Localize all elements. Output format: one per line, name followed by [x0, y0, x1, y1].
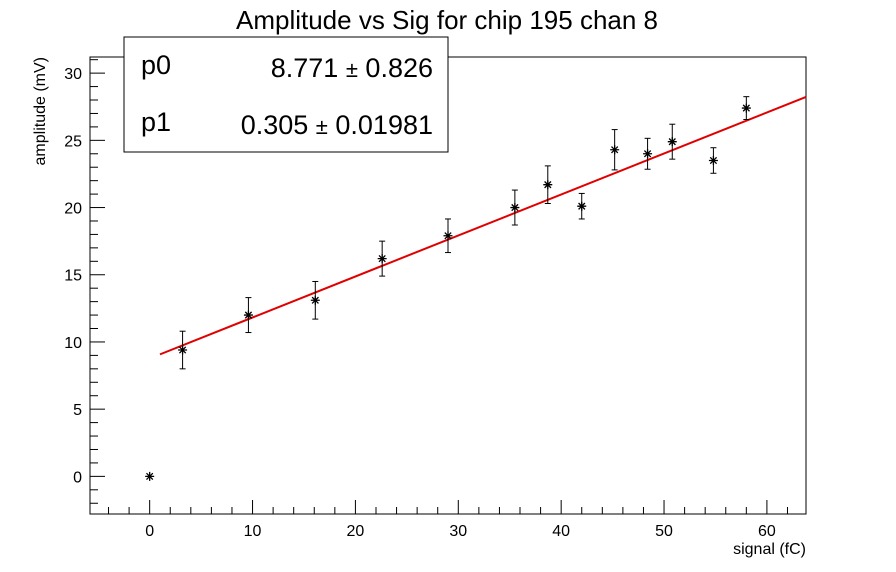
- data-point: [667, 123, 677, 160]
- x-axis-title: signal (fC): [733, 541, 806, 558]
- data-point: [543, 165, 553, 205]
- y-tick-label: 0: [73, 469, 82, 486]
- asterisk-marker: [708, 155, 718, 165]
- asterisk-marker: [243, 310, 253, 320]
- x-tick-label: 60: [758, 523, 776, 540]
- x-tick-label: 20: [347, 523, 365, 540]
- data-points: [145, 96, 751, 481]
- y-tick-label: 10: [64, 335, 82, 352]
- asterisk-marker: [377, 254, 387, 264]
- stat-p0-value: 8.771 ± 0.826: [271, 53, 433, 83]
- stat-p0-name: p0: [141, 50, 171, 80]
- asterisk-marker: [310, 295, 320, 305]
- data-point: [510, 189, 520, 226]
- data-point: [577, 192, 587, 220]
- y-tick-label: 20: [64, 201, 82, 218]
- stat-p1-central: 0.305: [241, 110, 309, 140]
- y-tick-label: 15: [64, 268, 82, 285]
- axes: 0 10 20 30 40 50 60 0 5 10 15 20 25 30: [64, 59, 788, 540]
- data-point: [145, 471, 155, 481]
- stats-box-frame: [123, 36, 449, 153]
- x-tick-label: 30: [449, 523, 467, 540]
- asterisk-marker: [643, 149, 653, 159]
- x-tick-label: 50: [655, 523, 673, 540]
- asterisk-marker: [577, 201, 587, 211]
- data-point: [310, 280, 320, 320]
- data-point: [741, 96, 751, 121]
- fit-line: [159, 95, 807, 356]
- data-point: [243, 297, 253, 334]
- stat-p0-central: 8.771: [271, 53, 339, 83]
- stat-p1-error: 0.01981: [335, 110, 433, 140]
- asterisk-marker: [443, 231, 453, 241]
- data-point: [377, 240, 387, 277]
- x-tick-label: 0: [145, 523, 154, 540]
- data-point: [443, 218, 453, 254]
- asterisk-marker: [510, 203, 520, 213]
- stat-p0-error: 0.826: [365, 53, 433, 83]
- asterisk-marker: [145, 471, 155, 481]
- x-tick-label: 40: [552, 523, 570, 540]
- y-tick-label: 5: [73, 402, 82, 419]
- stat-p1-name: p1: [141, 107, 171, 137]
- fit-layer: [159, 95, 807, 356]
- chart-title: Amplitude vs Sig for chip 195 chan 8: [236, 5, 658, 35]
- stat-p1-pm: ±: [316, 114, 328, 139]
- asterisk-marker: [178, 345, 188, 355]
- asterisk-marker: [610, 145, 620, 155]
- data-point: [610, 129, 620, 171]
- data-point: [708, 147, 718, 174]
- stat-p1-value: 0.305 ± 0.01981: [241, 110, 433, 140]
- asterisk-marker: [667, 137, 677, 147]
- stat-p0-pm: ±: [346, 57, 358, 82]
- y-axis-title: amplitude (mV): [32, 57, 49, 165]
- fit-stats-box: p0 8.771 ± 0.826 p1 0.305 ± 0.01981: [123, 36, 449, 153]
- asterisk-marker: [741, 103, 751, 113]
- y-tick-label: 25: [64, 133, 82, 150]
- data-point: [178, 330, 188, 370]
- data-point: [643, 137, 653, 170]
- asterisk-marker: [543, 180, 553, 190]
- x-tick-label: 10: [244, 523, 262, 540]
- y-tick-label: 30: [64, 66, 82, 83]
